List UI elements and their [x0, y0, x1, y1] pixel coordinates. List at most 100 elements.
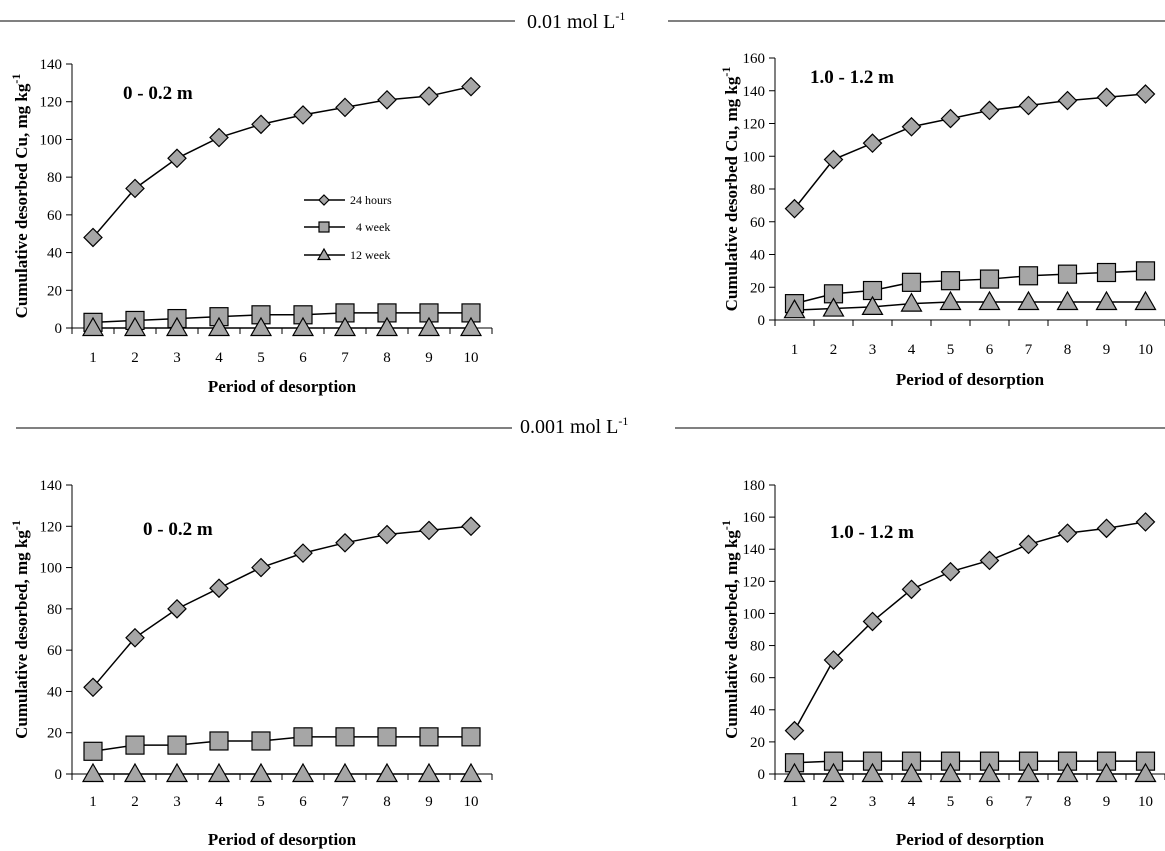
- x-tick-label: 3: [869, 342, 877, 358]
- data-point-diamond: [335, 97, 355, 118]
- data-point-diamond: [293, 543, 313, 563]
- y-tick-label: 140: [743, 542, 766, 558]
- data-point-square: [901, 272, 922, 292]
- data-point-triangle: [1134, 762, 1157, 783]
- y-tick-label: 20: [47, 283, 62, 299]
- data-point-diamond: [461, 76, 481, 97]
- data-point-diamond: [979, 550, 1000, 571]
- x-axis-label: Period of desorption: [896, 370, 1045, 389]
- data-point-diamond: [862, 611, 883, 632]
- x-tick-label: 5: [257, 350, 265, 366]
- x-tick-label: 9: [1103, 342, 1111, 358]
- data-point-square: [979, 269, 1000, 289]
- data-point-triangle: [1017, 290, 1040, 311]
- section-label: 0.001 mol L-1: [520, 414, 628, 438]
- section-label-sup: -1: [618, 414, 628, 428]
- data-point-triangle: [822, 297, 845, 317]
- x-tick-label: 8: [1064, 342, 1072, 358]
- data-point-triangle: [1095, 290, 1118, 311]
- data-point-triangle: [123, 762, 147, 783]
- data-point-square: [83, 741, 103, 761]
- y-axis-label: Cumulative desorbed, mg kg-1: [9, 520, 31, 739]
- x-tick-label: 8: [383, 794, 391, 810]
- y-tick-label: 60: [750, 671, 765, 687]
- x-tick-label: 6: [986, 794, 994, 810]
- y-tick-label: 40: [47, 246, 62, 262]
- x-tick-label: 1: [791, 794, 799, 810]
- y-tick-label: 80: [750, 182, 765, 198]
- x-tick-label: 1: [791, 342, 799, 358]
- data-point-diamond: [83, 227, 103, 248]
- y-tick-label: 160: [743, 51, 766, 67]
- data-point-square: [1057, 264, 1078, 284]
- data-point-square: [940, 271, 961, 291]
- data-point-triangle: [861, 762, 884, 783]
- x-tick-label: 10: [1138, 342, 1153, 358]
- x-tick-label: 4: [215, 794, 223, 810]
- data-point-triangle: [417, 316, 441, 337]
- data-point-triangle: [1056, 290, 1079, 311]
- y-tick-label: 100: [743, 606, 766, 622]
- x-tick-label: 7: [341, 350, 349, 366]
- x-tick-label: 7: [341, 794, 349, 810]
- data-point-triangle: [207, 316, 231, 337]
- y-tick-label: 20: [750, 735, 765, 751]
- x-tick-label: 3: [869, 794, 877, 810]
- y-tick-label: 60: [47, 208, 62, 224]
- y-axis-label: Cumulative desorbed, mg kg-1: [719, 520, 741, 739]
- data-point-diamond: [1096, 87, 1117, 108]
- y-tick-label: 0: [55, 321, 63, 337]
- y-tick-label: 0: [55, 767, 63, 783]
- x-tick-label: 3: [173, 350, 181, 366]
- data-point-triangle: [939, 762, 962, 783]
- y-tick-label: 180: [743, 478, 766, 494]
- chart-title: 1.0 - 1.2 m: [830, 522, 914, 543]
- y-tick-label: 120: [743, 117, 766, 133]
- data-point-triangle: [291, 762, 315, 783]
- data-point-triangle: [165, 316, 189, 337]
- series-line-12-week: [794, 301, 1146, 311]
- data-point-diamond: [940, 561, 961, 582]
- data-point-diamond: [1096, 518, 1117, 539]
- data-point-diamond: [901, 116, 922, 137]
- data-point-diamond: [901, 579, 922, 600]
- series-line-4-week: [92, 736, 471, 753]
- data-point-diamond: [784, 198, 805, 219]
- data-point-triangle: [249, 316, 273, 337]
- y-tick-label: 20: [750, 280, 765, 296]
- legend-label: 24 hours: [350, 193, 392, 207]
- data-point-square: [293, 727, 313, 747]
- data-point-triangle: [375, 762, 399, 783]
- chart-title: 1.0 - 1.2 m: [810, 67, 894, 88]
- x-tick-label: 10: [464, 794, 479, 810]
- x-tick-label: 4: [215, 350, 223, 366]
- data-point-diamond: [419, 520, 439, 541]
- data-point-diamond: [1057, 523, 1078, 544]
- x-tick-label: 10: [1138, 794, 1153, 810]
- x-tick-label: 4: [908, 794, 916, 810]
- data-point-square: [1135, 261, 1156, 281]
- data-point-diamond: [293, 105, 313, 125]
- x-tick-label: 10: [464, 350, 479, 366]
- legend: 24 hours 4 week 12 week: [304, 193, 392, 262]
- x-tick-label: 4: [908, 342, 916, 358]
- data-point-triangle: [81, 316, 105, 337]
- data-point-diamond: [83, 677, 103, 698]
- data-point-square: [167, 735, 187, 755]
- y-tick-label: 60: [750, 215, 765, 231]
- y-tick-label: 140: [40, 57, 63, 73]
- chart-panel-1: 0 20 40 60 80 100 120 140 1 2 3 4 5 6 7 8 9 10 Period of d…: [9, 57, 493, 396]
- y-tick-label: 80: [750, 639, 765, 655]
- data-point-diamond: [1018, 534, 1039, 555]
- data-point-diamond: [1018, 95, 1039, 116]
- chart-panel-3: 0 20 40 60 80 100 120 140 1 2 3 4 5 6 7 8 9 10 Period of d…: [9, 478, 493, 849]
- legend-marker-triangle: [316, 247, 332, 261]
- section-label-sup: -1: [615, 9, 625, 23]
- data-point-diamond: [1135, 512, 1156, 532]
- y-tick-label: 100: [40, 561, 63, 577]
- data-point-square: [377, 727, 397, 747]
- x-tick-label: 1: [89, 794, 97, 810]
- data-point-triangle: [417, 762, 441, 783]
- x-tick-label: 8: [1064, 794, 1072, 810]
- y-tick-label: 80: [47, 602, 62, 618]
